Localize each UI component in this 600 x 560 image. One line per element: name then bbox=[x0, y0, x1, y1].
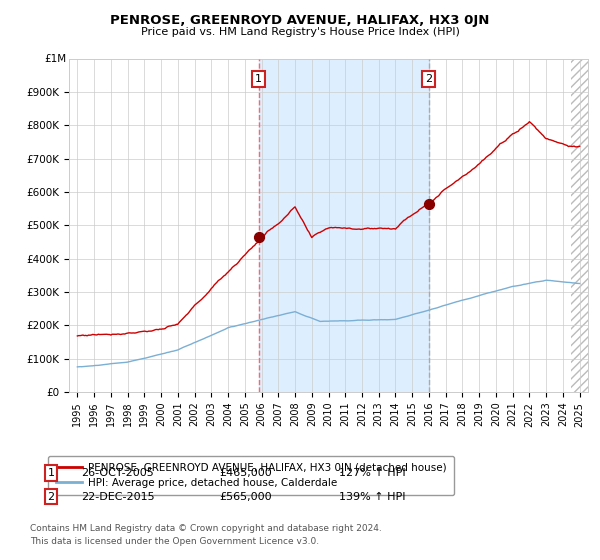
Text: £1M: £1M bbox=[44, 54, 67, 64]
Point bbox=[254, 232, 263, 241]
Text: 2: 2 bbox=[425, 74, 432, 84]
Text: 127% ↑ HPI: 127% ↑ HPI bbox=[339, 468, 406, 478]
Text: 26-OCT-2005: 26-OCT-2005 bbox=[81, 468, 154, 478]
Text: 2: 2 bbox=[47, 492, 55, 502]
Bar bbox=[259, 59, 428, 392]
Text: Price paid vs. HM Land Registry's House Price Index (HPI): Price paid vs. HM Land Registry's House … bbox=[140, 27, 460, 37]
Text: £565,000: £565,000 bbox=[219, 492, 272, 502]
Text: Contains HM Land Registry data © Crown copyright and database right 2024.: Contains HM Land Registry data © Crown c… bbox=[30, 524, 382, 533]
Text: 1: 1 bbox=[255, 74, 262, 84]
Bar bbox=[571, 59, 588, 392]
Text: This data is licensed under the Open Government Licence v3.0.: This data is licensed under the Open Gov… bbox=[30, 537, 319, 546]
Text: 139% ↑ HPI: 139% ↑ HPI bbox=[339, 492, 406, 502]
Text: £465,000: £465,000 bbox=[219, 468, 272, 478]
Text: 22-DEC-2015: 22-DEC-2015 bbox=[81, 492, 155, 502]
Legend: PENROSE, GREENROYD AVENUE, HALIFAX, HX3 0JN (detached house), HPI: Average price: PENROSE, GREENROYD AVENUE, HALIFAX, HX3 … bbox=[48, 455, 454, 495]
Text: PENROSE, GREENROYD AVENUE, HALIFAX, HX3 0JN: PENROSE, GREENROYD AVENUE, HALIFAX, HX3 … bbox=[110, 14, 490, 27]
Point bbox=[424, 199, 433, 208]
Text: 1: 1 bbox=[47, 468, 55, 478]
